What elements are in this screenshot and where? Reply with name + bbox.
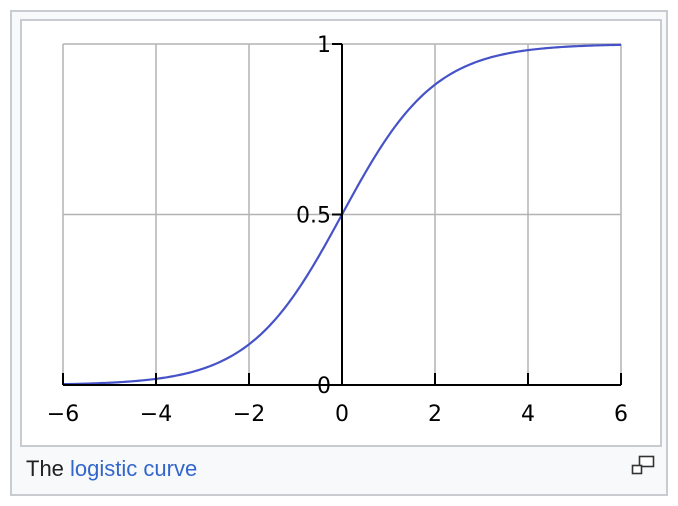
logistic-chart: −6 −4 −2 0 2 4 6 0 0.5 1 [47, 33, 628, 427]
x-tick-label: 2 [428, 402, 442, 427]
y-tick-label: 0 [317, 374, 331, 399]
x-tick-label: 4 [521, 402, 535, 427]
caption-prefix: The [26, 456, 71, 481]
x-tick-label: −4 [140, 402, 172, 427]
x-tick-label: −6 [47, 402, 79, 427]
y-tick-label: 0.5 [296, 204, 331, 229]
x-tick-label: 0 [335, 402, 349, 427]
logistic-curve-link[interactable]: logistic curve [70, 456, 198, 481]
enlarge-icon[interactable] [631, 455, 655, 475]
x-tick-label: 6 [614, 402, 628, 427]
x-tick-label: −2 [233, 402, 265, 427]
chart-panel: −6 −4 −2 0 2 4 6 0 0.5 1 [20, 19, 662, 447]
figure-frame: −6 −4 −2 0 2 4 6 0 0.5 1 The logistic curve [10, 10, 668, 496]
y-tick-label: 1 [317, 33, 331, 58]
figure-caption: The logistic curve [26, 456, 197, 482]
